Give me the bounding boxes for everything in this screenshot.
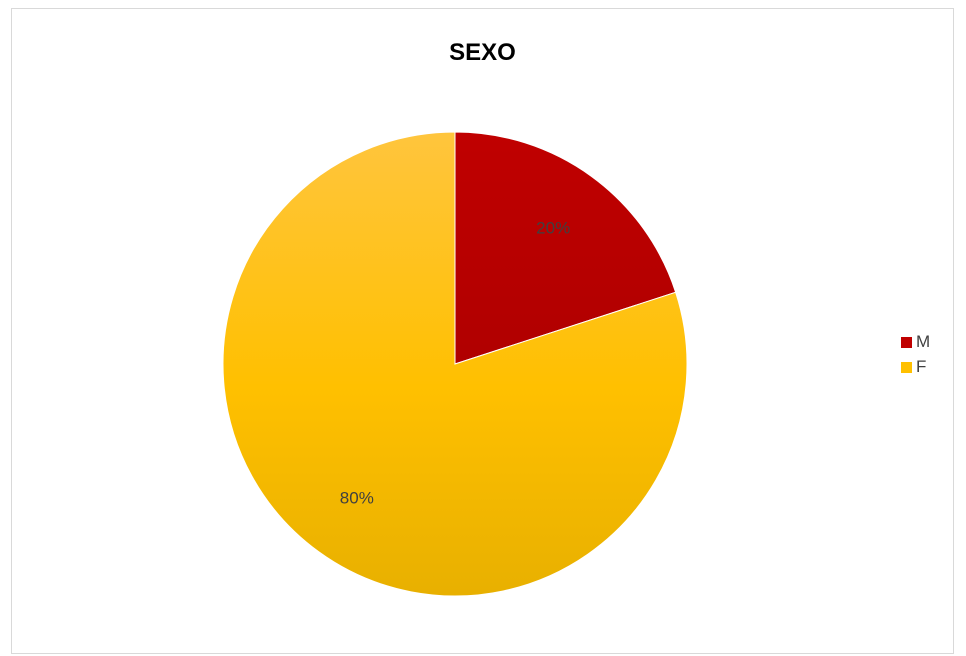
- legend-label-f: F: [916, 357, 927, 376]
- legend-label-m: M: [916, 332, 931, 351]
- legend: M F: [901, 330, 930, 380]
- pie-slice-f: [222, 131, 688, 597]
- legend-item-f: F: [901, 355, 930, 379]
- data-label-m: 20%: [536, 218, 570, 237]
- data-label-f: 80%: [340, 489, 374, 508]
- pie-slice-m: [454, 131, 677, 365]
- legend-swatch-m: [901, 336, 912, 348]
- legend-item-m: M: [901, 330, 930, 354]
- legend-swatch-f: [901, 361, 912, 373]
- chart-title: SEXO: [449, 39, 516, 66]
